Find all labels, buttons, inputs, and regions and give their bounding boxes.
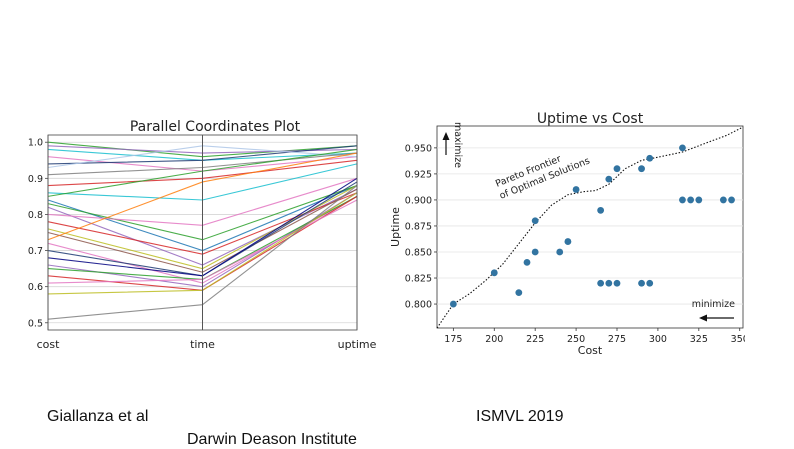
sc-xtick-label: 250	[567, 334, 585, 345]
sc-xtick-label: 300	[649, 334, 667, 345]
scatter-point	[719, 196, 727, 204]
parallel-coordinates-chart: Parallel Coordinates Plot 0.50.60.70.80.…	[28, 119, 377, 351]
pc-ytick-label: 0.6	[28, 282, 43, 293]
sc-xtick-label: 325	[690, 334, 708, 345]
scatter-point	[646, 154, 654, 162]
pareto-frontier-curve	[436, 126, 744, 329]
scatter-point	[572, 186, 580, 193]
scatter-point	[556, 248, 564, 256]
scatter-point	[638, 165, 645, 173]
scatter-point	[523, 259, 531, 266]
scatter-point	[679, 144, 686, 152]
author-label: Giallanza et al	[47, 408, 149, 425]
sc-ytick-label: 0.800	[405, 300, 432, 311]
scatter-point	[515, 289, 523, 296]
minimize-arrowhead	[699, 314, 707, 322]
sc-xtick-label: 275	[608, 334, 626, 345]
scatter-point	[638, 279, 645, 287]
scatter-point	[605, 175, 613, 183]
sc-ytick-label: 0.925	[405, 169, 432, 180]
maximize-arrowhead	[442, 132, 450, 140]
venue-label: ISMVL 2019	[476, 408, 564, 425]
sc-yaxis-label: Uptime	[389, 207, 402, 247]
sc-ytick-label: 0.875	[405, 221, 432, 232]
scatter-point	[597, 279, 605, 287]
sc-xtick-label: 350	[731, 334, 745, 345]
scatter-point	[613, 279, 621, 287]
scatter-point	[531, 248, 539, 256]
scatter-point	[613, 165, 621, 173]
sc-ytick-label: 0.900	[405, 195, 432, 206]
pc-axis-label: time	[190, 338, 215, 351]
pc-ytick-label: 1.0	[28, 138, 43, 149]
pc-axis-label: cost	[37, 338, 61, 351]
pc-axis-label: uptime	[338, 338, 377, 351]
scatter-point	[490, 269, 498, 277]
pc-plot-area: 0.5 0.6 0.7 0.8 0.9 1.0 cost time uptime	[28, 134, 377, 351]
sc-plot-area: 0.800 0.825 0.850 0.875 0.900 0.925 0.950 175 20…	[389, 122, 745, 357]
scatter-point	[646, 279, 654, 287]
uptime-vs-cost-chart: Uptime vs Cost 0.800 0.825 0.850 0.875 0.900…	[389, 111, 745, 357]
pc-ytick-label: 0.8	[28, 210, 43, 221]
sc-ytick-label: 0.850	[405, 247, 432, 258]
sc-frame	[436, 125, 744, 329]
scatter-point	[687, 196, 695, 204]
pc-ytick-label: 0.7	[28, 246, 43, 257]
scatter-point	[449, 300, 457, 308]
institute-label: Darwin Deason Institute	[187, 431, 357, 448]
pc-ytick-label: 0.5	[28, 318, 43, 329]
sc-ytick-label: 0.825	[405, 274, 432, 285]
scatter-point	[564, 238, 572, 245]
scatter-point	[679, 196, 686, 204]
sc-xtick-label: 200	[485, 334, 503, 345]
sc-xtick-label: 225	[526, 334, 544, 345]
sc-chart-title: Uptime vs Cost	[537, 111, 644, 127]
sc-xtick-label: 175	[444, 334, 462, 345]
scatter-point	[695, 196, 703, 204]
pc-ytick-label: 0.9	[28, 174, 43, 185]
sc-xaxis-label: Cost	[578, 344, 603, 357]
scatter-point	[597, 206, 605, 214]
scatter-point	[605, 279, 613, 287]
sc-ytick-label: 0.950	[405, 143, 432, 154]
scatter-point	[531, 217, 539, 225]
scatter-point	[728, 196, 735, 204]
maximize-label: maximize	[452, 122, 463, 168]
pc-chart-title: Parallel Coordinates Plot	[130, 119, 301, 135]
minimize-label: minimize	[692, 299, 735, 310]
